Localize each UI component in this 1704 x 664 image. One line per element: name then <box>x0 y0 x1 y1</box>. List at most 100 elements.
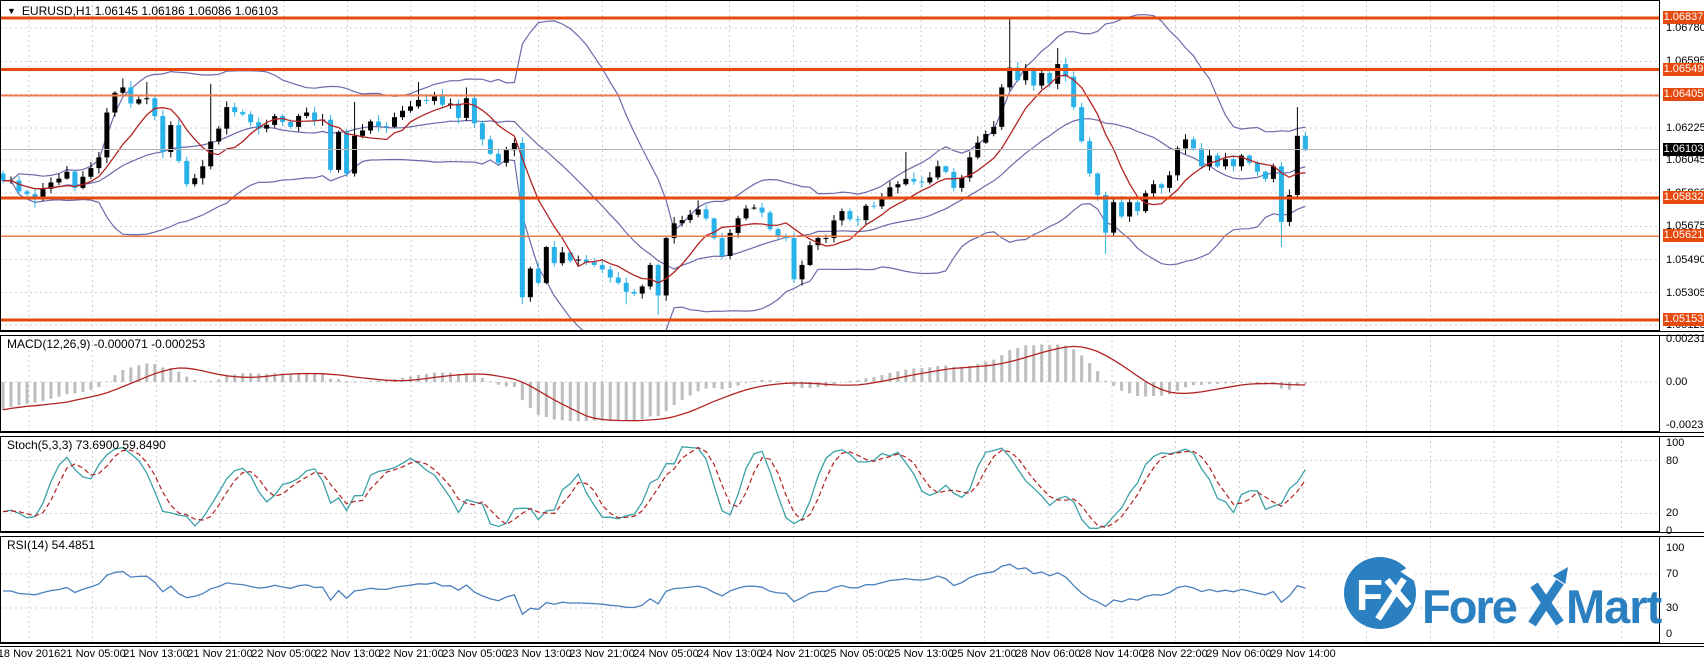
candle <box>224 107 230 129</box>
candle <box>1103 195 1109 233</box>
candle <box>264 124 270 129</box>
price-level-badge: 1.05153 <box>1663 313 1704 326</box>
rsi-tick-label: 30 <box>1666 602 1679 614</box>
macd-tick-label: 0.00 <box>1666 376 1688 388</box>
candle <box>384 125 390 127</box>
candle <box>591 262 597 265</box>
price-levels-layer <box>0 16 1660 322</box>
candle <box>1159 184 1165 188</box>
candle <box>863 205 869 221</box>
candle <box>1262 171 1268 179</box>
price-tick-label: 1.06045 <box>1666 154 1704 166</box>
candle <box>144 98 150 100</box>
candle <box>1151 184 1157 194</box>
candle <box>551 247 557 264</box>
symbol-dropdown-icon[interactable]: ▼ <box>7 6 16 16</box>
candle <box>48 182 54 189</box>
price-level-badge: 1.06549 <box>1663 63 1704 76</box>
candle <box>96 157 102 169</box>
candle <box>575 259 581 261</box>
macd-layer <box>1 344 1307 422</box>
candle <box>647 264 653 287</box>
candle <box>32 194 38 197</box>
candle <box>352 135 358 174</box>
time-axis-label: 25 Nov 21:00 <box>951 648 1017 660</box>
candle <box>415 99 421 107</box>
candle <box>807 245 813 265</box>
grid-layer <box>0 0 1660 643</box>
candle <box>815 238 821 246</box>
time-axis-label: 24 Nov 21:00 <box>760 648 826 660</box>
candle <box>711 218 717 239</box>
price-tick-label: 1.06780 <box>1666 22 1704 34</box>
candle <box>831 220 837 239</box>
candle <box>112 92 118 113</box>
candle <box>1191 139 1197 149</box>
candle <box>1023 69 1029 81</box>
candle <box>943 166 949 172</box>
time-axis-label: 29 Nov 14:00 <box>1270 648 1336 660</box>
candle <box>951 171 957 188</box>
candle <box>216 128 222 142</box>
candle <box>104 112 110 158</box>
time-axis-label: 23 Nov 13:00 <box>506 648 572 660</box>
candle <box>344 132 350 174</box>
candle <box>152 98 158 117</box>
candle <box>511 142 517 151</box>
candle <box>1254 162 1260 172</box>
price-level-badge: 1.05832 <box>1663 191 1704 204</box>
candle <box>487 139 493 154</box>
stoch-indicator-label: Stoch(5,3,3) 73.6900 59.8490 <box>7 438 166 452</box>
candle <box>615 277 621 283</box>
candle <box>1222 159 1228 167</box>
candle <box>56 178 62 183</box>
time-axis-label: 29 Nov 06:00 <box>1206 648 1272 660</box>
candle <box>967 157 973 178</box>
candle <box>40 188 46 197</box>
candle <box>376 121 382 126</box>
candle <box>1039 73 1045 86</box>
candle <box>24 191 30 195</box>
stoch-tick-label: 80 <box>1666 455 1679 467</box>
price-tick-label: 1.06225 <box>1666 122 1704 134</box>
candle <box>368 121 374 131</box>
candle <box>1238 155 1244 167</box>
time-axis-label: 24 Nov 13:00 <box>697 648 763 660</box>
candle <box>328 119 334 170</box>
ma-line <box>2 74 1306 284</box>
candle <box>999 87 1005 127</box>
candle <box>919 181 925 183</box>
forexmart-logo: F Fore Mart <box>1344 557 1664 633</box>
candle <box>567 252 573 261</box>
candle <box>431 94 437 101</box>
candle <box>623 282 629 292</box>
time-axis-label: 21 Nov 13:00 <box>123 648 189 660</box>
candle <box>184 160 190 185</box>
time-axis-label: 25 Nov 05:00 <box>824 648 890 660</box>
current-price-badge: 1.06103 <box>1663 143 1704 156</box>
price-level-badge: 1.06405 <box>1663 88 1704 101</box>
macd-tick-label: 0.002316 <box>1666 333 1704 345</box>
candle <box>879 196 885 207</box>
candle <box>336 132 342 170</box>
candle <box>519 142 525 298</box>
candle <box>767 212 773 230</box>
candles-layer <box>0 17 1308 316</box>
time-axis-label: 23 Nov 21:00 <box>569 648 635 660</box>
candle <box>232 107 238 113</box>
time-axis-label: 22 Nov 05:00 <box>251 648 317 660</box>
rsi-tick-label: 70 <box>1666 568 1679 580</box>
candle <box>799 264 805 280</box>
candle <box>959 177 965 188</box>
candle <box>775 229 781 236</box>
price-level-badge: 1.05621 <box>1663 229 1704 242</box>
candle <box>160 116 166 152</box>
stoch-tick-label: 0 <box>1666 525 1673 537</box>
logo-wordmark-arrowhead-icon <box>1552 567 1568 585</box>
candle <box>607 269 613 278</box>
logo-circle <box>1344 557 1416 629</box>
candle <box>192 178 198 185</box>
candle <box>583 259 589 263</box>
candle <box>695 209 701 215</box>
